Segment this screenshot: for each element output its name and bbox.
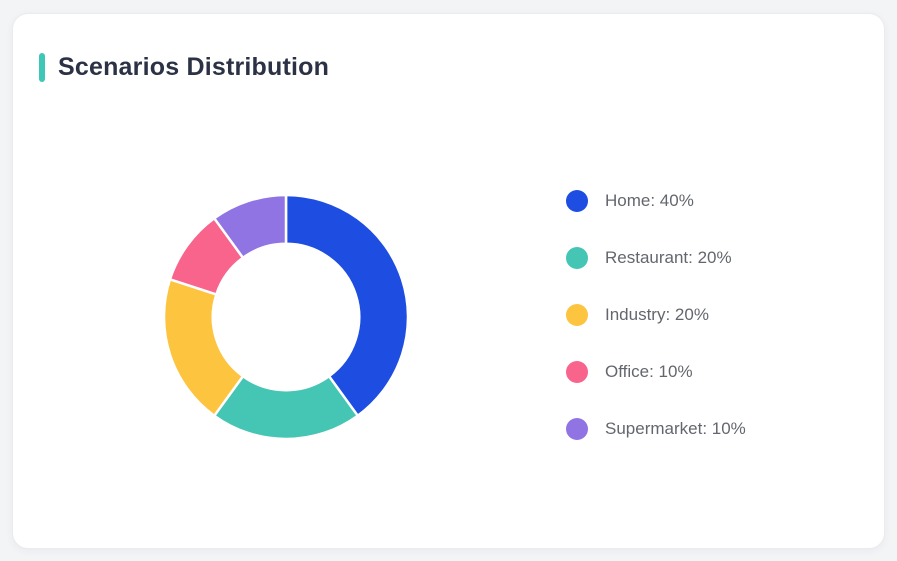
legend-label: Restaurant: 20% <box>605 247 732 267</box>
legend-label: Office: 10% <box>605 361 693 381</box>
chart-legend: Home: 40% Restaurant: 20% Industry: 20% Off… <box>566 172 746 457</box>
legend-item-industry[interactable]: Industry: 20% <box>566 286 746 343</box>
legend-dot-home <box>566 189 588 212</box>
donut-chart <box>161 192 411 442</box>
legend-item-home[interactable]: Home: 40% <box>566 172 746 229</box>
card-title: Scenarios Distribution <box>58 53 330 81</box>
legend-item-office[interactable]: Office: 10% <box>566 343 746 400</box>
legend-dot-industry <box>566 303 588 326</box>
donut-svg <box>162 193 410 441</box>
legend-item-supermarket[interactable]: Supermarket: 10% <box>566 400 746 457</box>
legend-dot-restaurant <box>566 246 588 269</box>
title-accent-bar <box>39 53 45 82</box>
legend-label: Industry: 20% <box>605 304 709 324</box>
legend-dot-supermarket <box>566 417 588 440</box>
donut-segment-home[interactable] <box>284 193 410 417</box>
card-header: Scenarios Distribution <box>39 53 329 82</box>
donut-segment-supermarket[interactable] <box>213 193 288 260</box>
legend-item-restaurant[interactable]: Restaurant: 20% <box>566 229 746 286</box>
legend-label: Home: 40% <box>605 190 694 210</box>
legend-label: Supermarket: 10% <box>605 418 746 438</box>
legend-dot-office <box>566 360 588 383</box>
scenarios-distribution-card: Scenarios Distribution Home: 40% Restaura… <box>12 13 885 549</box>
